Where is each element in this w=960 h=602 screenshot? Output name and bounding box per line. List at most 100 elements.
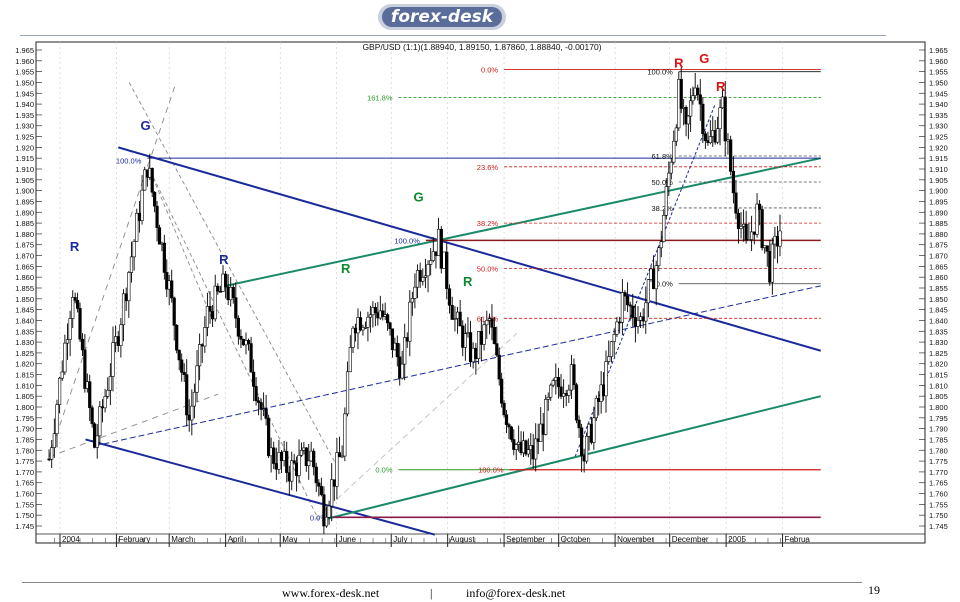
candle-body	[332, 479, 336, 487]
y-tick-label: 1.945	[15, 89, 34, 98]
y-tick-label: 1.745	[15, 522, 34, 531]
candle-body	[458, 311, 462, 327]
y-tick-label: 1.760	[15, 490, 34, 499]
candle-body	[526, 449, 530, 455]
candle-body	[426, 264, 430, 277]
logo-text: forex-desk	[391, 7, 495, 27]
candle-body	[309, 450, 313, 462]
candle-body	[461, 325, 465, 348]
candle-body	[649, 268, 653, 280]
candle-body	[264, 408, 268, 419]
fib-level-label: 161.8%	[367, 94, 393, 103]
candle-body	[340, 455, 344, 458]
candle-body	[200, 344, 204, 347]
candle-body	[259, 402, 263, 410]
candle-body	[534, 438, 538, 460]
candle-body	[71, 297, 75, 319]
y-tick-label: 1.775	[929, 457, 948, 466]
candle-body	[185, 374, 189, 416]
y-tick-label: 1.965	[15, 46, 34, 55]
y-tick-label: 1.795	[15, 414, 34, 423]
y-tick-label: 1.845	[15, 306, 34, 315]
y-tick-label: 1.950	[929, 78, 948, 87]
y-tick-label: 1.865	[929, 262, 948, 271]
fib-level-label: 50.0%	[652, 178, 674, 187]
candle-body	[718, 107, 722, 130]
fibonacci-levels: 0.0% 161.8% 23.6% 38.2% 50.0% 61.8% 100.0% 100.…	[116, 65, 821, 522]
candle-body	[562, 393, 566, 397]
candle-body	[195, 365, 199, 393]
candle-body	[100, 406, 105, 409]
y-tick-label: 1.810	[929, 381, 948, 390]
y-tick-label: 1.905	[15, 176, 34, 185]
candle-body	[482, 324, 486, 345]
candle-body	[564, 393, 568, 396]
candle-body	[330, 479, 334, 507]
candle-body	[162, 242, 166, 273]
y-tick-label: 1.875	[15, 241, 34, 250]
candle-body	[669, 161, 673, 174]
candle-body	[177, 349, 181, 361]
x-tick-label: February	[118, 535, 150, 544]
candle-body	[410, 298, 414, 303]
candle-body	[659, 241, 663, 249]
footer-website[interactable]: www.forex-desk.net	[282, 586, 380, 600]
candle-body	[434, 251, 438, 256]
candle-body	[274, 463, 278, 470]
y-tick-label: 1.940	[929, 100, 948, 109]
forex-desk-logo: forex-desk	[378, 4, 506, 30]
y-tick-label: 1.825	[15, 349, 34, 358]
candle-body	[224, 273, 228, 288]
candle-body	[572, 364, 576, 386]
candle-body	[567, 389, 571, 396]
candle-body	[221, 273, 225, 292]
support-line	[314, 333, 518, 520]
candle-body	[490, 318, 494, 328]
candle-body	[272, 447, 276, 464]
candle-body	[439, 228, 443, 269]
y-tick-label: 1.865	[15, 262, 34, 271]
trend-line	[225, 157, 821, 287]
y-tick-label: 1.830	[15, 338, 34, 347]
candle-body	[734, 192, 738, 214]
y-tick-label: 1.930	[15, 122, 34, 131]
candle-body	[607, 356, 611, 362]
candle-body	[327, 505, 331, 518]
candle-body	[693, 87, 697, 96]
candle-body	[140, 189, 144, 221]
trend-line	[85, 438, 436, 536]
page-number: 19	[868, 583, 880, 597]
y-tick-label: 1.800	[929, 403, 948, 412]
candle-body	[205, 306, 210, 328]
y-tick-label: 1.955	[929, 68, 948, 77]
y-tick-label: 1.750	[929, 511, 948, 520]
candle-body	[257, 400, 261, 403]
y-tick-label: 1.770	[929, 468, 948, 477]
y-tick-label: 1.945	[929, 89, 948, 98]
footer-email[interactable]: info@forex-desk.net	[466, 586, 566, 600]
candle-body	[239, 335, 243, 340]
y-tick-label: 1.855	[929, 284, 948, 293]
candle-body	[241, 338, 246, 346]
candle-body	[157, 227, 162, 245]
y-tick-label: 1.775	[15, 457, 34, 466]
y-tick-label: 1.955	[15, 68, 34, 77]
fan-line	[48, 393, 219, 458]
candle-body	[504, 414, 509, 425]
candle-body	[190, 405, 194, 421]
candle-body	[343, 413, 347, 457]
candle-body	[770, 243, 774, 283]
plot-area	[35, 41, 926, 544]
fib-level-label: 100.0%	[394, 236, 420, 245]
candle-body	[623, 292, 627, 297]
candle-body	[698, 94, 702, 105]
candle-body	[57, 377, 62, 405]
candle-body	[679, 79, 683, 109]
x-tick-label: May	[282, 535, 297, 544]
y-tick-label: 1.900	[15, 187, 34, 196]
y-tick-label: 1.815	[15, 371, 34, 380]
candle-body	[474, 347, 478, 359]
y-tick-label: 1.820	[929, 360, 948, 369]
candle-body	[155, 205, 159, 228]
